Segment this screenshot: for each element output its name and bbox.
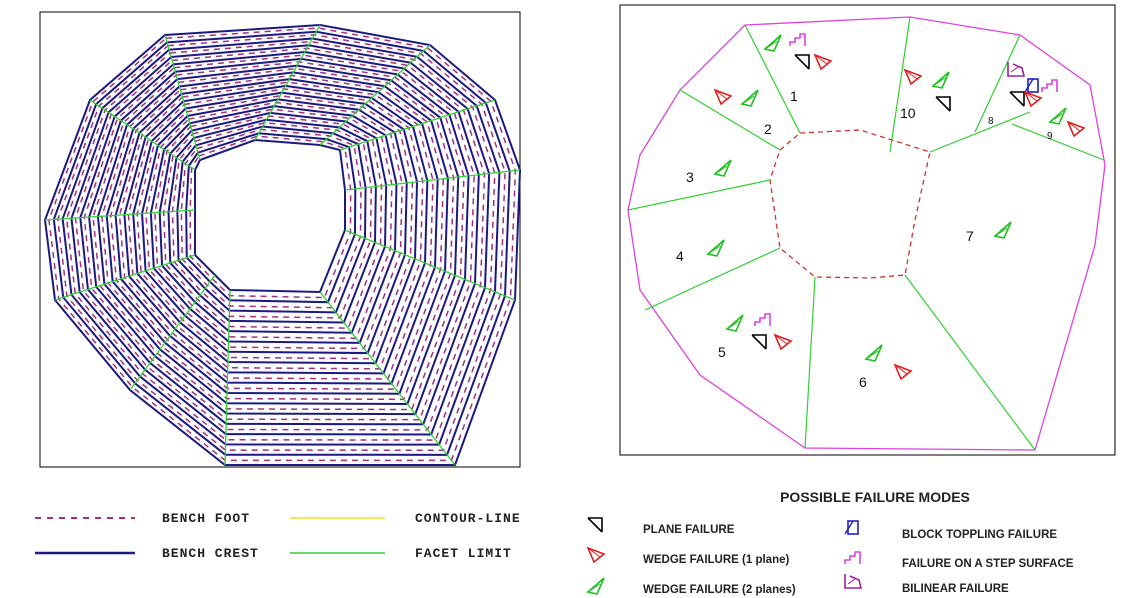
legend-label: BILINEAR FAILURE bbox=[902, 583, 1009, 595]
failure-symbols bbox=[707, 33, 1085, 380]
region-label: 8 bbox=[988, 116, 994, 127]
legend-symbol bbox=[587, 577, 605, 595]
legend-label: BLOCK TOPPLING FAILURE bbox=[902, 529, 1057, 541]
facet-limit bbox=[224, 289, 231, 466]
facet-limit bbox=[89, 99, 196, 171]
legend-label: BENCH FOOT bbox=[162, 511, 250, 526]
region-label: 5 bbox=[718, 344, 726, 360]
facet-limit bbox=[319, 291, 456, 466]
region-label: 2 bbox=[764, 121, 772, 137]
region-label: 3 bbox=[686, 169, 694, 185]
facet-limit bbox=[319, 44, 431, 146]
facet-limit bbox=[129, 274, 216, 391]
facet-limit bbox=[344, 169, 521, 191]
facet-limit bbox=[54, 254, 196, 301]
legend-label: WEDGE FAILURE (2 planes) bbox=[643, 584, 796, 596]
legend-symbol bbox=[844, 520, 859, 535]
legend-label: FACET LIMIT bbox=[415, 546, 512, 561]
legend-symbol bbox=[587, 547, 605, 563]
bench-crest bbox=[194, 138, 346, 294]
facet-limits bbox=[627, 16, 1105, 451]
pit-floor bbox=[769, 129, 931, 279]
facet-limit bbox=[339, 99, 496, 151]
right-frame bbox=[619, 4, 1116, 456]
facet-limit bbox=[344, 229, 516, 301]
legend-label: FAILURE ON A STEP SURFACE bbox=[902, 558, 1074, 570]
region-label: 1 bbox=[790, 88, 798, 104]
facet-limit bbox=[254, 24, 321, 141]
left-frame bbox=[39, 11, 521, 468]
region-label: 10 bbox=[900, 105, 916, 121]
legend-label: WEDGE FAILURE (1 plane) bbox=[643, 554, 789, 566]
legend-symbol bbox=[844, 573, 862, 589]
region-label: 9 bbox=[1047, 131, 1053, 142]
bench-crest bbox=[185, 132, 357, 304]
pit-outline bbox=[627, 16, 1106, 451]
legend-symbol bbox=[587, 517, 603, 533]
facet-limit bbox=[44, 209, 196, 221]
legend-symbol bbox=[844, 551, 861, 565]
region-label: 6 bbox=[859, 374, 867, 390]
legend-label: BENCH CREST bbox=[162, 546, 259, 561]
region-label: 7 bbox=[966, 228, 974, 244]
legend-label: CONTOUR-LINE bbox=[415, 511, 521, 526]
pit-benches bbox=[43, 23, 522, 466]
legend-label: PLANE FAILURE bbox=[643, 524, 735, 536]
region-label: 4 bbox=[676, 248, 684, 264]
facet-limit bbox=[164, 34, 201, 161]
legend-title: POSSIBLE FAILURE MODES bbox=[780, 489, 970, 505]
